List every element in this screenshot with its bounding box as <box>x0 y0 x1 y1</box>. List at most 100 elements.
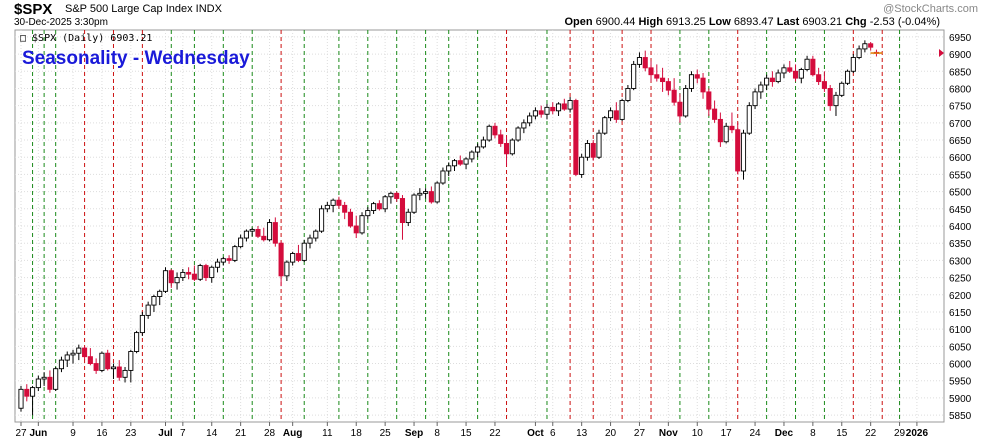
y-tick-label: 6650 <box>949 136 972 147</box>
x-tick-label: 6 <box>550 428 556 438</box>
candle-body <box>261 235 267 241</box>
candle <box>723 122 729 144</box>
candle <box>307 234 313 249</box>
chart-datetime: 30-Dec-2025 3:30pm <box>14 17 108 28</box>
x-tick-label: 16 <box>96 428 108 438</box>
candle-body <box>498 134 504 144</box>
candle <box>821 71 827 92</box>
candle-body <box>787 67 793 72</box>
x-tick-label: 7 <box>180 428 186 438</box>
candle-body <box>301 242 307 261</box>
candle-body <box>122 369 128 378</box>
candle-body <box>527 115 533 124</box>
x-tick-label: 22 <box>865 428 877 438</box>
candle-body <box>723 125 729 143</box>
candle-body <box>446 165 452 172</box>
candle-body <box>717 118 723 143</box>
candle <box>428 186 434 204</box>
candle <box>787 60 793 73</box>
candle <box>353 215 359 239</box>
candle <box>191 265 197 282</box>
candle <box>544 103 550 120</box>
candle <box>625 85 631 103</box>
candle-body <box>145 304 151 316</box>
candle-body <box>110 366 117 370</box>
candle-body <box>255 228 261 237</box>
candle <box>532 107 538 120</box>
candle-body <box>162 270 169 292</box>
candle <box>619 98 625 122</box>
y-tick-label: 6600 <box>949 153 972 164</box>
x-tick-label: Dec <box>775 428 794 438</box>
candle <box>382 195 388 213</box>
candle-body <box>792 70 799 79</box>
candle <box>613 102 619 123</box>
candle-body <box>503 143 510 155</box>
candle <box>278 241 284 287</box>
candle <box>700 72 706 99</box>
x-tick-label: 17 <box>721 428 733 438</box>
candle-body <box>688 74 695 89</box>
candle <box>579 153 585 178</box>
candle-body <box>636 57 643 65</box>
candle-body <box>388 192 394 198</box>
candle-body <box>220 258 226 263</box>
candle <box>405 208 411 226</box>
candle-body <box>70 352 76 356</box>
candle-body <box>764 77 770 86</box>
x-tick-label: 20 <box>605 428 617 438</box>
candle <box>174 272 180 290</box>
candle <box>573 98 579 177</box>
candle-body <box>804 58 810 70</box>
candle <box>41 372 47 386</box>
candle <box>284 260 290 282</box>
candle <box>197 263 203 282</box>
candle-body <box>850 57 856 72</box>
candle <box>319 205 325 233</box>
y-tick-label: 6150 <box>949 308 972 319</box>
candle <box>694 69 700 84</box>
candle-body <box>451 160 458 167</box>
candle <box>550 102 556 115</box>
candle <box>463 157 469 170</box>
candle-body <box>486 125 492 141</box>
candle-body <box>105 352 111 370</box>
candle-body <box>550 106 556 112</box>
candle-body <box>238 237 244 248</box>
candle-body <box>532 110 538 117</box>
x-tick-label: Aug <box>283 428 302 438</box>
y-tick-label: 5950 <box>949 377 972 388</box>
candle <box>151 294 157 312</box>
candle-body <box>324 204 330 210</box>
candle-body <box>290 253 296 263</box>
candle-body <box>631 63 637 89</box>
candle-body <box>197 265 203 280</box>
candle-body <box>423 191 429 194</box>
candle <box>527 112 533 127</box>
open-value: 6900.44 <box>595 16 636 28</box>
candle-body <box>30 387 36 397</box>
candle <box>53 366 59 392</box>
candle-body <box>642 57 648 69</box>
candle-body <box>336 199 342 206</box>
candle-body <box>735 129 741 172</box>
candle <box>781 64 787 79</box>
candle-body <box>382 196 388 210</box>
candle <box>567 97 573 113</box>
candle <box>636 52 643 68</box>
candle <box>30 385 36 416</box>
candle-body <box>700 77 706 93</box>
candle <box>99 351 105 373</box>
x-tick-label: 23 <box>125 428 137 438</box>
quote-bar: Open 6900.44 High 6913.25 Low 6893.47 La… <box>564 16 940 28</box>
candle-body <box>191 273 197 280</box>
candle <box>480 136 486 149</box>
candle-body <box>319 208 325 232</box>
candle <box>746 102 752 135</box>
candle <box>631 60 637 91</box>
x-tick-label: 8 <box>434 428 440 438</box>
candle-body <box>463 158 469 165</box>
y-tick-label: 6450 <box>949 205 972 216</box>
candle-body <box>833 94 839 107</box>
